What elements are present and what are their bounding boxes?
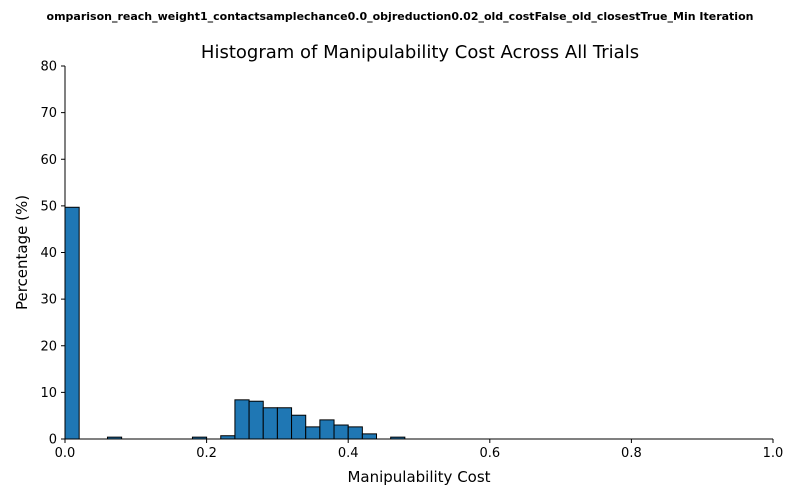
y-tick-label: 30 (40, 293, 57, 308)
x-axis: 0.0 0.2 0.4 0.6 0.8 1.0 (55, 439, 784, 461)
x-tick-label: 0.4 (338, 446, 359, 461)
x-tick-label: 0.8 (621, 446, 642, 461)
y-tick-label: 60 (40, 153, 57, 168)
y-axis: 0 10 20 30 40 50 60 70 80 (40, 60, 65, 448)
y-tick-label: 50 (40, 199, 57, 214)
y-tick-label: 0 (49, 433, 57, 448)
histogram-bar (291, 414, 307, 440)
histogram-bar (333, 424, 349, 440)
y-tick-label: 10 (40, 386, 57, 401)
y-tick-label: 20 (40, 339, 57, 354)
histogram-bar (276, 407, 293, 440)
histogram-bar (262, 407, 278, 440)
histogram-bar (64, 206, 80, 440)
y-tick-label: 40 (40, 246, 57, 261)
x-tick-label: 0.6 (479, 446, 500, 461)
x-tick-label: 0.2 (196, 446, 217, 461)
x-tick-label: 0.0 (55, 446, 76, 461)
histogram-bar (248, 400, 264, 440)
y-tick-label: 80 (40, 60, 57, 75)
chart-title: Histogram of Manipulability Cost Across … (201, 42, 639, 63)
histogram-bar (234, 399, 250, 440)
figure-suptitle: omparison_reach_weight1_contactsamplecha… (47, 10, 754, 23)
y-tick-label: 70 (40, 106, 57, 121)
histogram-bar (319, 419, 335, 440)
y-axis-label: Percentage (%) (13, 195, 31, 310)
bars-group (64, 206, 406, 440)
histogram-bar (305, 426, 321, 440)
histogram-bar (347, 426, 363, 440)
x-axis-label: Manipulability Cost (347, 468, 490, 486)
x-tick-label: 1.0 (763, 446, 784, 461)
histogram-bar (361, 433, 378, 440)
